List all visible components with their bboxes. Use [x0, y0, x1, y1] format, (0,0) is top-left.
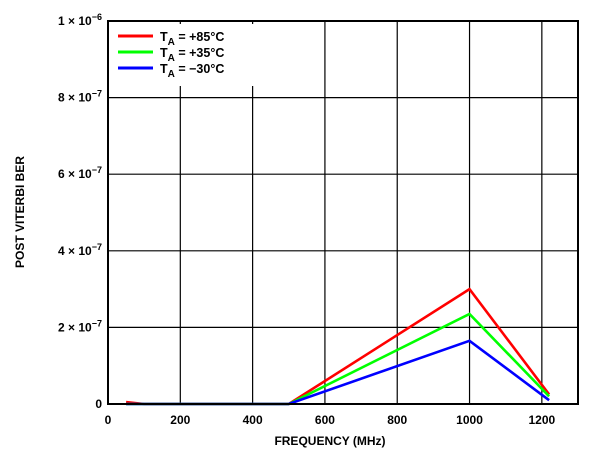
- y-tick-label: 4 × 10−7: [58, 242, 102, 258]
- y-tick-label: 0: [95, 397, 102, 411]
- y-tick-label: 2 × 10−7: [58, 318, 102, 334]
- x-tick-label: 800: [387, 413, 407, 427]
- y-tick-labels: 0 2 × 10−7 4 × 10−7 6 × 10−7 8 × 10−7 1 × 10−…: [58, 12, 102, 411]
- legend-label: TA = +85°C: [160, 30, 224, 48]
- x-axis-title: FREQUENCY (MHz): [274, 434, 385, 448]
- x-tick-label: 200: [170, 413, 190, 427]
- legend-label: TA = +35°C: [160, 46, 224, 64]
- legend: TA = +85°CTA = +35°CTA = −30°C: [112, 24, 262, 86]
- plot-frame: [107, 20, 579, 405]
- y-tick-label: 6 × 10−7: [58, 165, 102, 181]
- x-tick-label: 600: [315, 413, 335, 427]
- x-tick-label: 1000: [456, 413, 483, 427]
- y-axis-title: POST VITERBI BER: [13, 156, 27, 268]
- x-tick-labels: 0 200 400 600 800 1000 1200: [105, 413, 556, 427]
- y-tick-label: 8 × 10−7: [58, 89, 102, 105]
- legend-background: [112, 24, 262, 86]
- x-tick-label: 400: [243, 413, 263, 427]
- y-tick-label: 1 × 10−6: [58, 12, 102, 28]
- legend-label: TA = −30°C: [160, 62, 224, 80]
- series-group: [125, 287, 551, 406]
- x-tick-label: 0: [105, 413, 112, 427]
- x-tick-label: 1200: [528, 413, 555, 427]
